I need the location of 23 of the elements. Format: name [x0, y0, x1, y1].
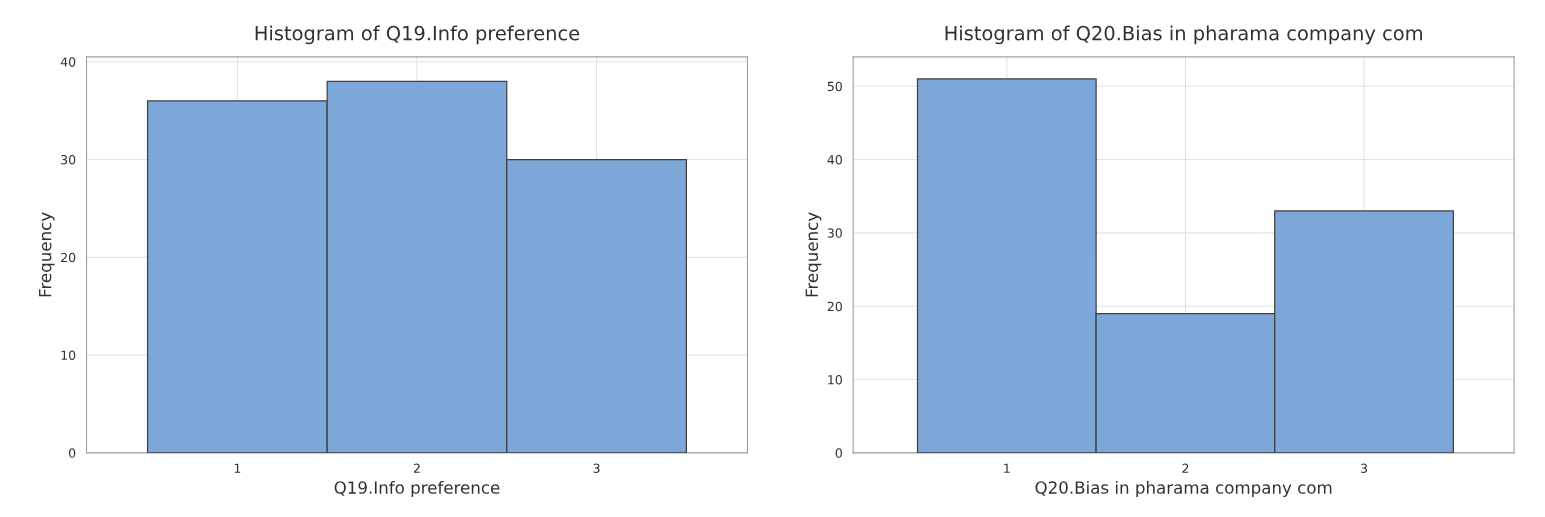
- x-axis-title: Q20.Bias in pharama company com: [1035, 480, 1332, 498]
- y-axis-title: Frequency: [805, 212, 822, 297]
- y-tick-label: 40: [827, 155, 842, 165]
- x-tick-label: 3: [593, 463, 600, 473]
- x-tick-label: 2: [413, 463, 420, 473]
- chart-title: Histogram of Q20.Bias in pharama company com: [945, 25, 1422, 45]
- y-tick-label: 30: [827, 228, 842, 238]
- y-tick-label: 10: [61, 350, 76, 361]
- y-tick-label: 0: [68, 448, 76, 458]
- y-tick-label: 0: [835, 448, 842, 458]
- x-tick-label: 1: [234, 463, 241, 473]
- y-tick-label: 10: [828, 375, 842, 385]
- chart-title: Histogram of Q19.Info preference: [255, 25, 580, 45]
- x-tick-label: 1: [1004, 463, 1010, 473]
- x-tick-label: 3: [1361, 463, 1368, 473]
- y-tick-label: 50: [827, 81, 842, 92]
- y-axis-title: Frequency: [39, 212, 55, 297]
- y-tick-label: 20: [61, 252, 76, 263]
- y-tick-label: 40: [60, 57, 76, 67]
- x-tick-label: 2: [1182, 463, 1189, 473]
- x-axis-title: Q19.Info preference: [334, 480, 500, 498]
- y-tick-label: 30: [61, 155, 76, 165]
- y-tick-label: 20: [827, 301, 842, 312]
